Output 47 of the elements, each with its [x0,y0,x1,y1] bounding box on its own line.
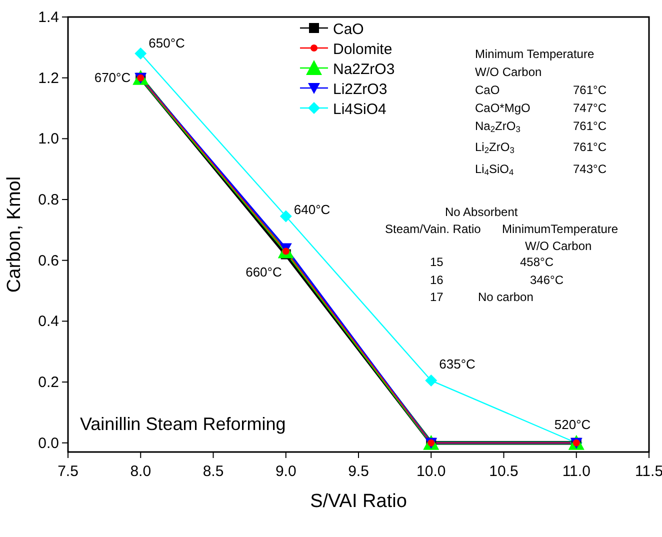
annotation: Minimum Temperature [475,47,594,61]
text: CaO*MgO 747°C [475,101,606,115]
annotation: 670°C [94,70,131,85]
legend-label: Li4SiO4 [333,101,386,118]
text: Vainillin Steam Reforming [80,414,286,434]
text: Li$_{2}$ZrO$_{3}$ 761°C [475,140,606,156]
y-axis-title: Carbon, Kmol [4,176,25,293]
text: 16 346°C [430,273,564,287]
y-tick-label: 0.4 [38,313,59,330]
legend-label: CaO [333,21,364,38]
annotation: 650°C [148,36,185,51]
x-tick-label: 10.5 [489,463,518,480]
legend-label: Li2ZrO3 [333,81,388,98]
point [134,48,147,60]
text: CaO 761°C [475,83,606,97]
x-tick-label: 10.0 [416,463,446,480]
x-tick-label: 9.0 [275,463,296,480]
x-tick-label: 8.0 [130,463,152,480]
text: 15 458°C [430,255,554,269]
y-tick-label: 1.2 [38,70,59,87]
legend-label: Na2ZrO3 [333,61,395,78]
point [425,374,438,387]
annotation: No Absorbent [445,205,518,219]
text: 17 No carbon [430,290,534,304]
y-tick-label: 0.6 [38,252,59,270]
legend-label: Dolomite [333,41,392,58]
text: Na$_{2}$ZrO$_{3}$ 761°C [475,119,606,134]
annotation: W/O Carbon [475,65,542,79]
annotation: 640°C [294,202,330,218]
x-axis-title: S/VAI Ratio [310,491,407,512]
x-tick-label: 11.0 [562,463,590,480]
x-tick-label: 7.5 [58,463,78,480]
y-tick-label: 0.0 [38,434,59,452]
annotation: 660°C [246,264,282,280]
x-tick-label: 8.5 [202,463,224,480]
annotation: W/O Carbon [525,239,592,253]
x-tick-label: 11.5 [634,463,662,480]
text: Steam/Vain. Ratio MinimumTemperature [385,222,618,236]
x-tick-label: 9.5 [348,463,369,480]
point [280,210,292,222]
y-tick-label: 1.4 [38,9,59,26]
y-tick-label: 0.2 [38,374,59,392]
y-tick-label: 1.0 [38,130,59,148]
annotation: 520°C [554,416,591,432]
y-tick-label: 0.8 [38,192,59,209]
annotation: 635°C [439,356,476,372]
text: Li$_{4}$SiO$_{4}$ 743°C [475,162,606,178]
